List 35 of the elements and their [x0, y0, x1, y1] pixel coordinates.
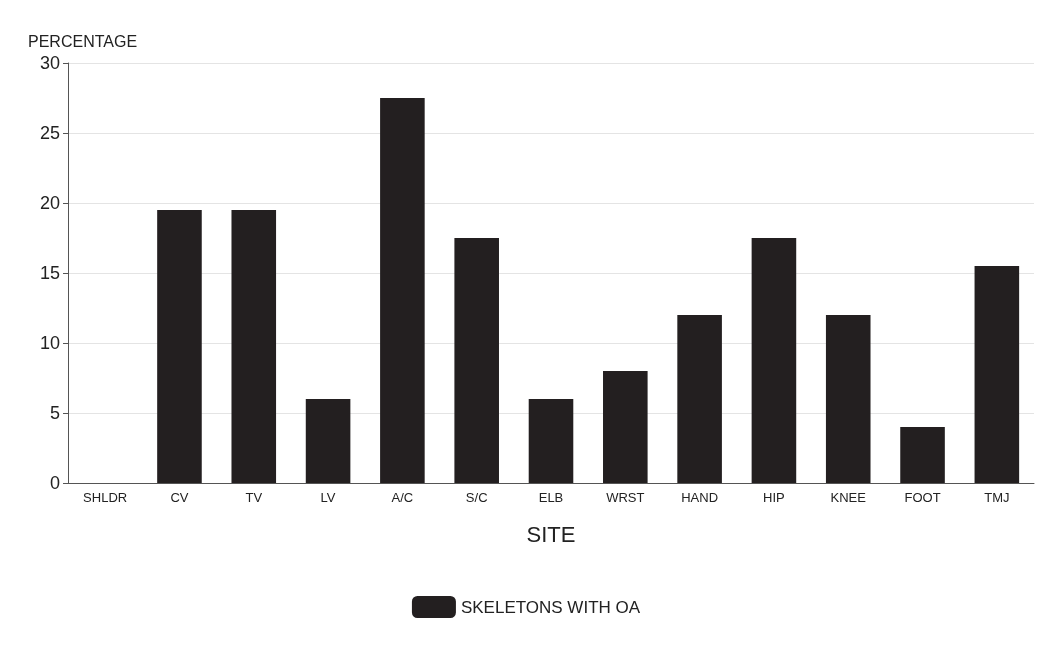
x-axis-title: SITE — [526, 521, 576, 547]
y-tick-label: 0 — [49, 473, 60, 493]
bar — [157, 210, 202, 483]
x-tick-label: ELB — [538, 490, 564, 505]
bar — [900, 427, 945, 483]
x-tick-label: TMJ — [984, 490, 1010, 505]
y-tick-label: 10 — [39, 333, 60, 353]
x-tick-label: S/C — [465, 490, 488, 505]
x-tick-label: WRST — [606, 490, 645, 505]
y-tick-label: 25 — [39, 123, 60, 143]
y-tick-label: 5 — [49, 403, 60, 423]
x-tick-label: SHLDR — [83, 490, 128, 505]
bar — [231, 210, 277, 483]
x-tick-label: HIP — [763, 490, 785, 505]
bar — [454, 238, 499, 483]
y-axis-title: PERCENTAGE — [28, 32, 138, 50]
x-tick-label: FOOT — [904, 490, 941, 505]
x-tick-label: LV — [320, 490, 336, 505]
x-tick-label: A/C — [391, 490, 414, 505]
x-tick-label: HAND — [681, 490, 719, 505]
bar — [528, 399, 574, 483]
y-tick-label: 30 — [39, 53, 60, 73]
x-tick-label: KNEE — [830, 490, 867, 505]
bar — [751, 238, 797, 483]
bar — [677, 315, 722, 483]
x-tick-label: TV — [245, 490, 263, 505]
legend-label: SKELETONS WITH OA — [460, 597, 641, 617]
bar — [603, 371, 648, 483]
bar — [380, 98, 425, 483]
bar — [305, 399, 351, 483]
bar — [825, 315, 871, 483]
y-tick-label: 20 — [39, 193, 60, 213]
x-tick-label: CV — [170, 490, 189, 505]
bar — [974, 266, 1020, 483]
y-tick-label: 15 — [39, 263, 60, 283]
